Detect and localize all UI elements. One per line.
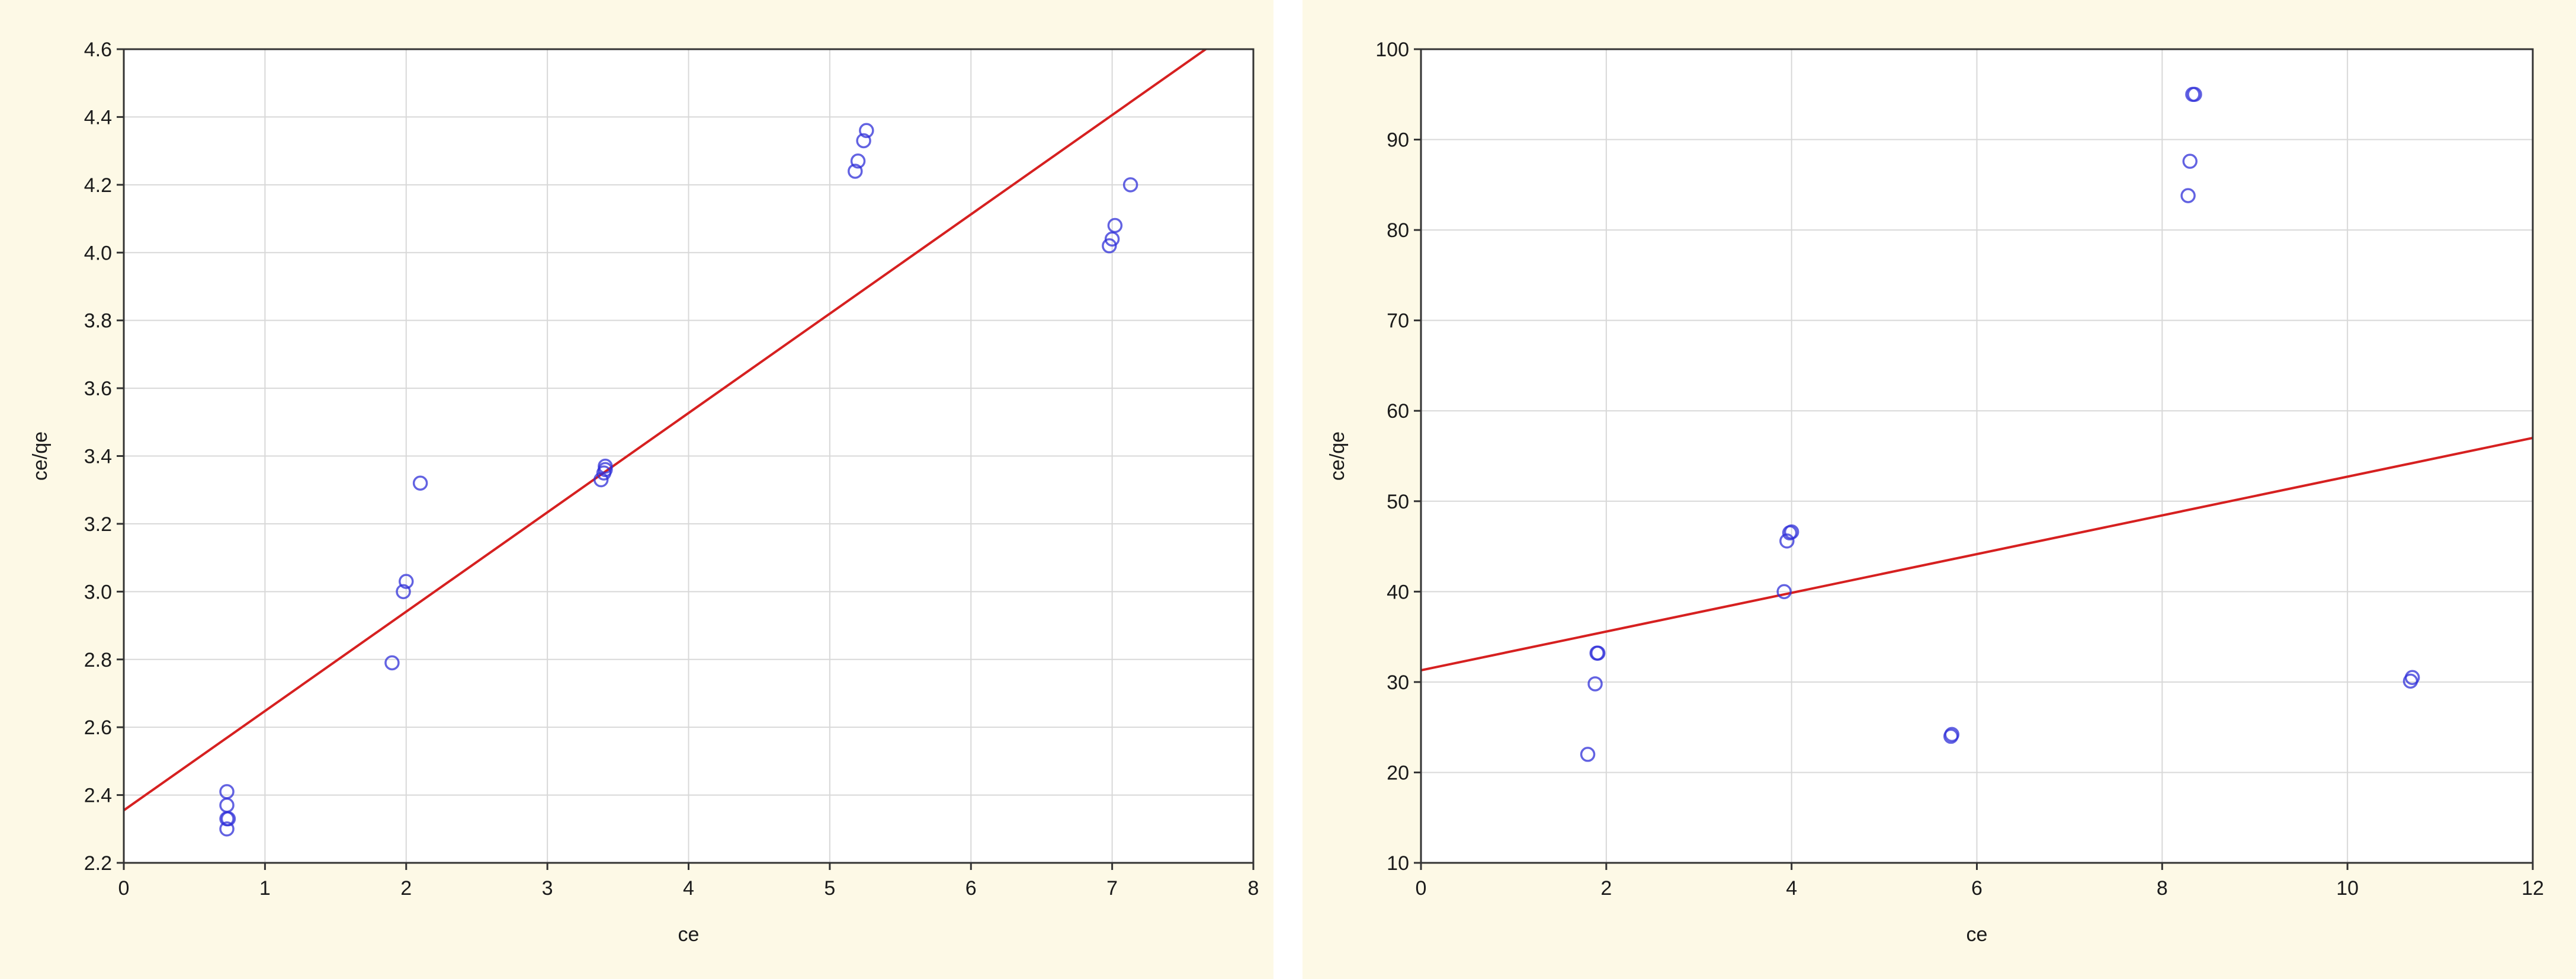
y-axis-title: ce/qe xyxy=(29,431,52,481)
fit-line xyxy=(124,49,1208,811)
y-tick-label: 4.0 xyxy=(84,242,112,264)
data-point xyxy=(384,655,400,671)
data-point xyxy=(1587,676,1603,692)
x-tick-label: 0 xyxy=(118,877,130,900)
y-tick-label: 4.2 xyxy=(84,174,112,197)
y-tick-label: 10 xyxy=(1387,852,1409,875)
data-point xyxy=(859,123,874,139)
y-tick-label: 2.8 xyxy=(84,649,112,671)
y-tick-label: 2.2 xyxy=(84,852,112,875)
data-point xyxy=(1776,584,1792,600)
data-point xyxy=(1779,533,1795,549)
data-point xyxy=(1107,217,1123,233)
data-point xyxy=(1590,645,1606,661)
x-axis-title: ce xyxy=(1967,923,1988,946)
data-point xyxy=(850,153,866,169)
x-tick-label: 8 xyxy=(1248,877,1259,900)
y-tick-label: 50 xyxy=(1387,491,1409,513)
data-point xyxy=(1783,524,1799,540)
x-tick-label: 6 xyxy=(1971,877,1982,900)
x-tick-label: 7 xyxy=(1106,877,1118,900)
data-point xyxy=(2180,188,2196,203)
x-tick-label: 6 xyxy=(965,877,977,900)
x-tick-label: 12 xyxy=(2522,877,2544,900)
data-point xyxy=(2187,87,2202,103)
data-point xyxy=(396,584,411,600)
data-point xyxy=(1102,238,1117,254)
data-point xyxy=(856,133,871,149)
y-tick-label: 2.6 xyxy=(84,716,112,739)
data-point xyxy=(412,475,428,491)
y-tick-label: 100 xyxy=(1375,39,1409,61)
y-tick-label: 3.8 xyxy=(84,310,112,332)
y-tick-label: 30 xyxy=(1387,671,1409,694)
x-tick-label: 4 xyxy=(1786,877,1797,900)
chart-panel-right: 0 2 4 6 8 10 12 10 20 30 40 50 60 70 80 90 100 ce ce/qe xyxy=(1303,0,2576,979)
x-tick-label: 2 xyxy=(400,877,412,900)
chart-panel-left: 0 1 2 3 4 5 6 7 8 2.2 2.4 2.6 2.8 3.0 3.2 3.4 3.6 3.8 4.0 4… xyxy=(0,0,1273,979)
chart-right: 0 2 4 6 8 10 12 10 20 30 40 50 60 70 80 90 100 ce ce/qe xyxy=(1326,39,2544,946)
y-tick-label: 4.4 xyxy=(84,106,112,129)
x-axis-title: ce xyxy=(678,923,700,946)
x-tick-label: 4 xyxy=(683,877,694,900)
y-tick-label: 3.2 xyxy=(84,513,112,536)
x-tick-label: 8 xyxy=(2157,877,2168,900)
data-point xyxy=(2182,153,2198,169)
data-point xyxy=(1104,231,1120,247)
data-point xyxy=(399,574,414,589)
x-tick-label: 3 xyxy=(542,877,553,900)
y-tick-label: 4.6 xyxy=(84,39,112,61)
data-point xyxy=(1944,727,1960,743)
y-axis-title: ce/qe xyxy=(1326,431,1349,481)
x-tick-label: 5 xyxy=(824,877,835,900)
data-point xyxy=(848,164,863,179)
y-tick-label: 40 xyxy=(1387,581,1409,603)
x-tick-label: 10 xyxy=(2336,877,2359,900)
data-point xyxy=(2404,670,2420,686)
y-tick-label: 3.6 xyxy=(84,377,112,400)
y-tick-label: 80 xyxy=(1387,219,1409,242)
data-point xyxy=(1580,747,1596,762)
x-tick-label: 1 xyxy=(259,877,271,900)
y-tick-label: 60 xyxy=(1387,400,1409,423)
y-tick-label: 70 xyxy=(1387,310,1409,332)
data-point xyxy=(220,811,236,827)
y-tick-label: 2.4 xyxy=(84,785,112,807)
data-point xyxy=(598,458,613,474)
chart-left: 0 1 2 3 4 5 6 7 8 2.2 2.4 2.6 2.8 3.0 3.2 3.4 3.6 3.8 4.0 4… xyxy=(29,39,1259,946)
fit-line xyxy=(1421,437,2533,672)
x-tick-label: 0 xyxy=(1416,877,1427,900)
y-tick-label: 90 xyxy=(1387,129,1409,152)
data-point xyxy=(1122,177,1138,193)
y-tick-label: 3.4 xyxy=(84,446,112,468)
y-tick-label: 3.0 xyxy=(84,581,112,603)
data-point xyxy=(219,821,235,837)
x-tick-label: 2 xyxy=(1600,877,1612,900)
y-tick-label: 20 xyxy=(1387,762,1409,784)
